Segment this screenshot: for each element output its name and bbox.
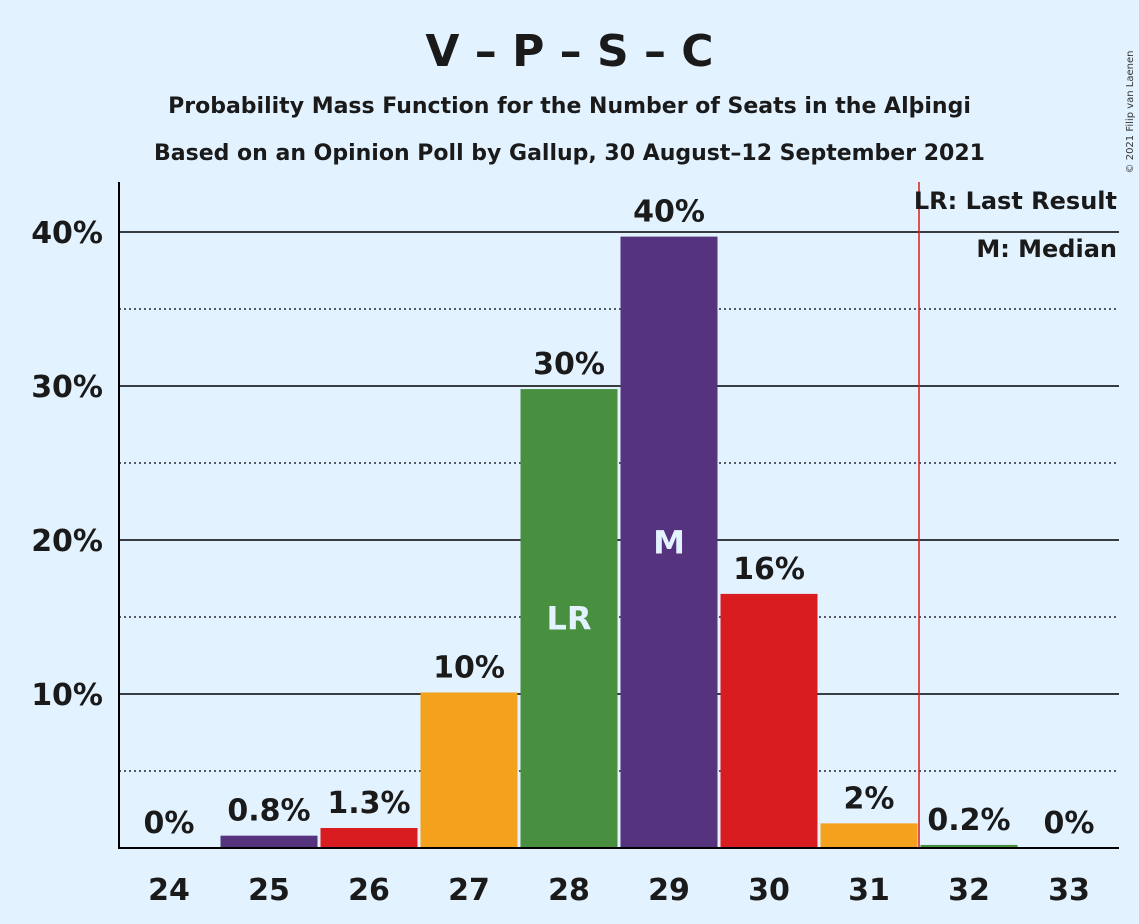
median-marker: M	[653, 523, 685, 561]
data-label: 0%	[1044, 806, 1095, 841]
grid	[119, 231, 1119, 772]
data-label: 10%	[433, 650, 505, 685]
y-tick-label: 40%	[31, 216, 103, 251]
x-tick-label: 32	[948, 873, 990, 908]
bar-seats-27	[420, 692, 518, 848]
data-labels: 0% 0.8% 1.3% 10% 30% 40% 16% 2% 0.2% 0% LR M	[144, 195, 1095, 841]
x-tick-label: 26	[348, 873, 390, 908]
data-label: 40%	[633, 195, 705, 230]
x-tick-label: 24	[148, 873, 190, 908]
bar-seats-28	[520, 389, 618, 848]
bar-seats-29	[620, 236, 718, 848]
x-tick-label: 33	[1048, 873, 1090, 908]
bar-seats-30	[720, 593, 818, 848]
chart-title: V – P – S – C	[425, 26, 713, 77]
data-label: 30%	[533, 347, 605, 382]
bars	[220, 236, 1018, 848]
x-tick-label: 28	[548, 873, 590, 908]
axes: 10% 20% 30% 40% 24 25 26 27 28 29 30 31 32 33	[31, 182, 1119, 908]
last-result-marker: LR	[546, 600, 591, 638]
y-tick-label: 10%	[31, 678, 103, 713]
y-tick-label: 30%	[31, 370, 103, 405]
bar-seats-26	[320, 827, 418, 848]
copyright-note: © 2021 Filip van Laenen	[1125, 51, 1136, 174]
data-label: 0.8%	[227, 794, 310, 829]
x-tick-label: 29	[648, 873, 690, 908]
bar-seats-25	[220, 835, 318, 848]
bar-seats-32	[920, 844, 1018, 848]
chart-subtitle-line-1: Probability Mass Function for the Number…	[168, 94, 971, 119]
x-tick-label: 27	[448, 873, 490, 908]
legend-last-result: LR: Last Result	[914, 187, 1117, 215]
data-label: 0%	[144, 806, 195, 841]
x-tick-label: 31	[848, 873, 890, 908]
x-tick-label: 30	[748, 873, 790, 908]
data-label: 2%	[844, 781, 895, 816]
data-label: 16%	[733, 552, 805, 587]
data-label: 1.3%	[327, 786, 410, 821]
x-tick-label: 25	[248, 873, 290, 908]
y-tick-label: 20%	[31, 524, 103, 559]
data-label: 0.2%	[927, 803, 1010, 838]
chart-subtitle-line-2: Based on an Opinion Poll by Gallup, 30 A…	[154, 141, 985, 166]
legend-median: M: Median	[976, 235, 1117, 263]
bar-seats-31	[820, 823, 918, 848]
